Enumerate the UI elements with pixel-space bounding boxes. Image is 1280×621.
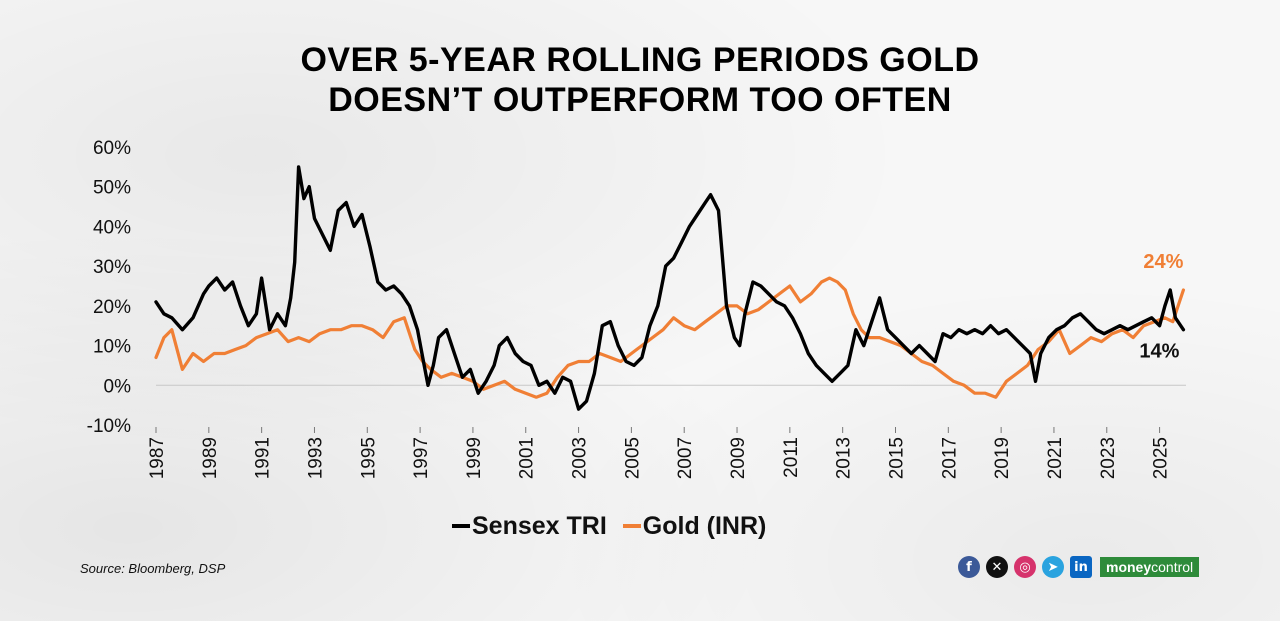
x-tick-label: 2011 <box>781 437 802 478</box>
x-tick-label: 2021 <box>1045 437 1066 479</box>
y-tick-label: 60% <box>93 138 131 159</box>
facebook-icon[interactable]: f <box>958 556 980 578</box>
instagram-icon[interactable]: ◎ <box>1014 556 1036 578</box>
x-tick-label: 1993 <box>305 437 326 479</box>
x-tick-label: 1991 <box>253 437 274 479</box>
y-tick-label: 40% <box>93 217 131 238</box>
legend-label-gold: Gold (INR) <box>642 511 767 540</box>
x-tick-label: 1999 <box>464 437 485 479</box>
series-line-sensex <box>154 165 1186 411</box>
x-tick-label: 2003 <box>570 437 591 479</box>
y-tick-label: 0% <box>104 376 132 397</box>
brand-part-2: control <box>1151 559 1194 575</box>
x-tick-label: 2025 <box>1151 437 1172 479</box>
x-tick-label: 2015 <box>886 437 907 479</box>
legend-swatch-gold <box>622 524 641 528</box>
chart-legend: Sensex TRI Gold (INR) <box>452 506 782 546</box>
y-tick-label: 20% <box>93 297 131 318</box>
x-tick-label: 2013 <box>834 437 855 479</box>
x-tick-label: 2023 <box>1098 437 1119 479</box>
x-tick-label: 1995 <box>358 437 379 479</box>
brand-logo: moneycontrol <box>1100 557 1200 577</box>
x-tick-label: 2001 <box>517 437 538 479</box>
legend-item-sensex: Sensex TRI <box>452 512 607 541</box>
x-tick-label: 2019 <box>992 437 1013 479</box>
legend-item-gold: Gold (INR) <box>622 511 767 541</box>
annotation-gold-value: 24% <box>1143 251 1183 273</box>
y-tick-label: 50% <box>93 178 131 199</box>
legend-swatch-sensex <box>452 524 470 528</box>
linkedin-icon[interactable]: in <box>1070 556 1092 578</box>
x-tick-label: 2005 <box>622 437 643 479</box>
x-tick-label: 1997 <box>411 437 432 479</box>
x-tick-label: 2007 <box>675 437 696 479</box>
x-icon[interactable]: ✕ <box>986 556 1008 578</box>
telegram-icon[interactable]: ➤ <box>1042 556 1064 578</box>
y-tick-label: 10% <box>93 337 131 358</box>
series-line-gold <box>154 276 1186 399</box>
x-tick-label: 2009 <box>728 437 749 479</box>
y-tick-label: -10% <box>87 416 131 437</box>
annotation-sensex-value: 14% <box>1139 341 1179 363</box>
chart-title-line-2: DOESN’T OUTPERFORM TOO OFTEN <box>328 81 952 119</box>
chart-title-line-1: OVER 5-YEAR ROLLING PERIODS GOLD <box>300 41 980 79</box>
legend-label-sensex: Sensex TRI <box>472 511 607 540</box>
social-icons: f ✕ ◎ ➤ in <box>958 556 1098 578</box>
x-tick-label: 1989 <box>200 437 221 479</box>
x-tick-label: 2017 <box>939 437 960 479</box>
source-note: Source: Bloomberg, DSP <box>80 561 226 576</box>
brand-part-1: money <box>1106 559 1152 575</box>
y-tick-label: 30% <box>93 257 131 278</box>
x-tick-label: 1987 <box>147 437 168 479</box>
